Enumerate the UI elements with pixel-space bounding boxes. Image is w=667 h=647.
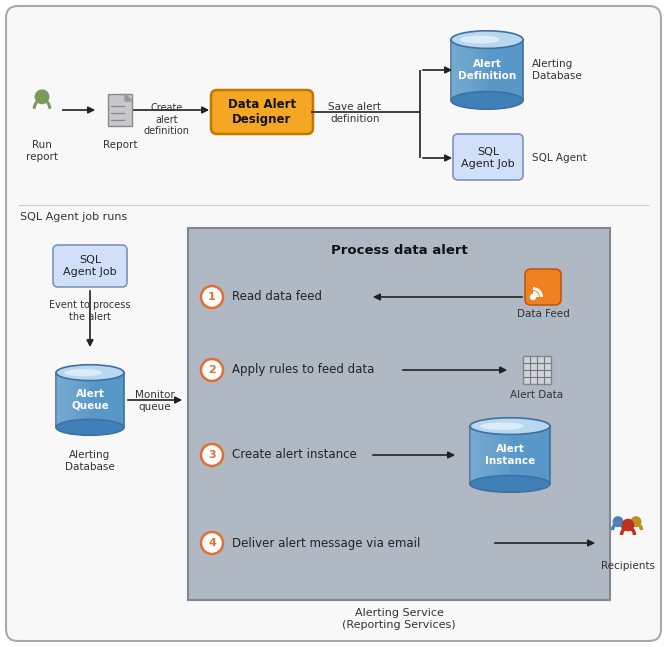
FancyBboxPatch shape [523,356,551,384]
Text: SQL Agent job runs: SQL Agent job runs [20,212,127,222]
Text: 3: 3 [208,450,216,460]
Ellipse shape [451,31,523,49]
Polygon shape [73,373,77,428]
Text: Alert Data: Alert Data [510,390,564,400]
Circle shape [35,90,49,104]
Ellipse shape [56,419,124,435]
Ellipse shape [56,365,124,380]
FancyBboxPatch shape [53,245,127,287]
Polygon shape [56,373,124,428]
FancyBboxPatch shape [6,6,661,641]
Ellipse shape [480,422,524,430]
Text: SQL Agent: SQL Agent [532,153,587,163]
Text: Recipients: Recipients [601,561,655,571]
Circle shape [201,286,223,308]
Polygon shape [451,39,456,100]
FancyBboxPatch shape [453,134,523,180]
Text: Create
alert
definition: Create alert definition [144,103,190,137]
Circle shape [530,294,536,300]
Text: Process data alert: Process data alert [331,244,468,257]
Polygon shape [490,426,495,484]
Ellipse shape [65,369,102,377]
Text: Report: Report [103,140,137,150]
Circle shape [631,517,641,527]
Text: Data Feed: Data Feed [517,309,570,319]
Polygon shape [77,373,81,428]
Polygon shape [495,426,500,484]
Circle shape [613,517,623,527]
Circle shape [201,444,223,466]
Text: 4: 4 [208,538,216,548]
Ellipse shape [451,92,523,109]
Text: Alert
Instance: Alert Instance [485,444,535,466]
Polygon shape [469,39,474,100]
Polygon shape [456,39,460,100]
Polygon shape [474,39,478,100]
Polygon shape [485,426,490,484]
Ellipse shape [470,418,550,435]
Text: Alerting
Database: Alerting Database [65,450,115,472]
Polygon shape [470,426,475,484]
Text: Event to process
the alert: Event to process the alert [49,300,131,322]
Polygon shape [65,373,69,428]
Circle shape [201,359,223,381]
Polygon shape [478,39,482,100]
Polygon shape [464,39,469,100]
Circle shape [622,520,634,531]
Text: Deliver alert message via email: Deliver alert message via email [232,536,420,549]
Ellipse shape [460,36,500,43]
Text: 1: 1 [208,292,216,302]
Polygon shape [451,39,523,100]
Polygon shape [500,426,505,484]
FancyBboxPatch shape [211,90,313,134]
Text: Alert
Definition: Alert Definition [458,59,516,81]
Polygon shape [81,373,86,428]
FancyBboxPatch shape [188,228,610,600]
Polygon shape [125,94,132,101]
Text: SQL
Agent Job: SQL Agent Job [63,255,117,277]
Polygon shape [470,426,550,484]
Text: Monitor
queue: Monitor queue [135,390,175,411]
Polygon shape [475,426,480,484]
FancyBboxPatch shape [525,269,561,305]
Text: Create alert instance: Create alert instance [232,448,357,461]
Text: Alerting Service
(Reporting Services): Alerting Service (Reporting Services) [342,608,456,630]
Text: Run
report: Run report [26,140,58,162]
Polygon shape [56,373,60,428]
Text: 2: 2 [208,365,216,375]
Text: Save alert
definition: Save alert definition [329,102,382,124]
Text: SQL
Agent Job: SQL Agent Job [461,148,515,169]
Polygon shape [60,373,65,428]
Ellipse shape [470,476,550,492]
Polygon shape [460,39,464,100]
Text: Alerting
Database: Alerting Database [532,59,582,81]
Text: Data Alert
Designer: Data Alert Designer [228,98,296,126]
Circle shape [201,532,223,554]
Text: Apply rules to feed data: Apply rules to feed data [232,364,374,377]
Polygon shape [69,373,73,428]
FancyBboxPatch shape [108,94,132,126]
Text: Read data feed: Read data feed [232,291,322,303]
Polygon shape [480,426,485,484]
Text: Alert
Queue: Alert Queue [71,389,109,411]
